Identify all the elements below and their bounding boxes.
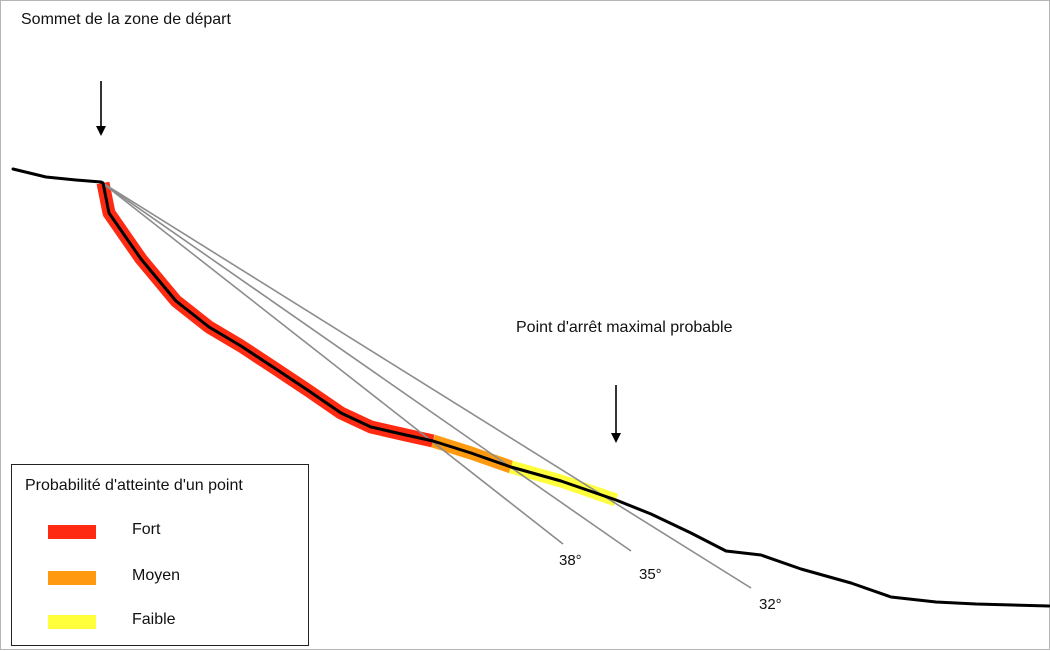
legend-swatch-moyen	[48, 571, 96, 585]
angle-label-32: 32°	[759, 596, 782, 613]
legend-title: Probabilité d'atteinte d'un point	[25, 477, 243, 494]
reach-line-32-degrees	[100, 181, 752, 589]
stop-point-label: Point d'arrêt maximal probable	[516, 319, 733, 336]
angle-label-35: 35°	[639, 566, 662, 583]
legend-swatch-faible	[48, 615, 96, 629]
terrain-profile	[11, 167, 1050, 608]
legend-label-faible: Faible	[132, 611, 176, 628]
reach-line-35-degrees	[100, 181, 632, 552]
legend: Probabilité d'atteinte d'un point Fort M…	[11, 464, 309, 646]
angle-label-38: 38°	[559, 552, 582, 569]
legend-item-fort: Fort	[48, 520, 288, 544]
legend-item-faible: Faible	[48, 610, 288, 634]
legend-label-moyen: Moyen	[132, 567, 181, 584]
reach-line-38-degrees	[100, 181, 564, 545]
legend-swatch-fort	[48, 525, 96, 539]
start-zone-label: Sommet de la zone de départ	[21, 11, 231, 28]
legend-label-fort: Fort	[132, 521, 161, 538]
legend-item-moyen: Moyen	[48, 566, 288, 590]
